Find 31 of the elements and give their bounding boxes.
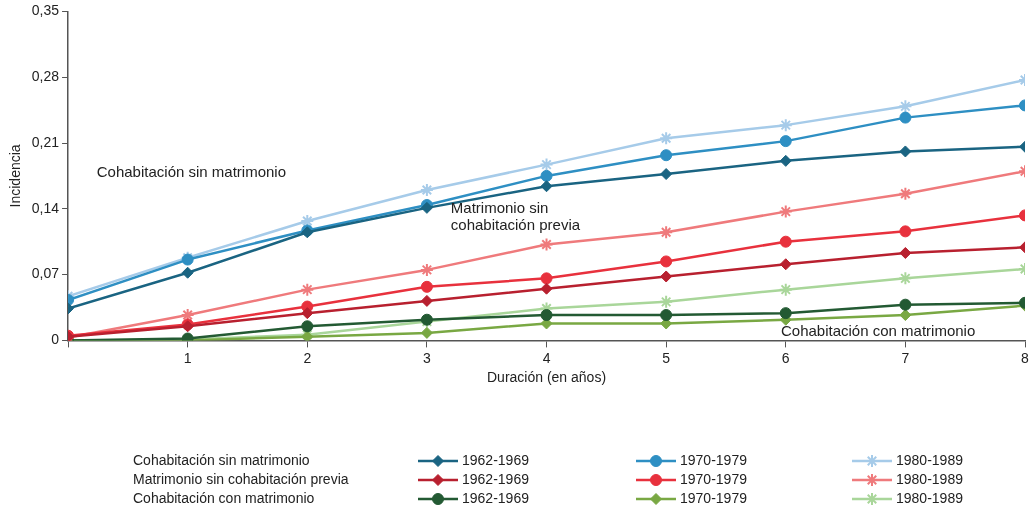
- legend-label: 1962-1969: [462, 451, 530, 468]
- x-tick-label: 7: [901, 349, 910, 366]
- y-tick-label: 0,35: [31, 2, 60, 19]
- annotation: Cohabitación con matrimonio: [780, 322, 976, 340]
- legend-label: 1980-1989: [896, 451, 964, 468]
- x-tick-label: 2: [303, 349, 312, 366]
- legend-label: 1970-1979: [680, 451, 748, 468]
- y-tick-label: 0,14: [31, 199, 60, 216]
- annotation: Matrimonio sin cohabitación previa: [450, 198, 581, 233]
- y-tick-label: 0: [51, 331, 60, 348]
- legend-label: 1962-1969: [462, 470, 530, 487]
- annotation: Cohabitación sin matrimonio: [96, 162, 287, 180]
- x-tick-label: 4: [542, 349, 551, 366]
- text: Cohabitación sin matrimonio: [133, 451, 310, 468]
- y-axis-title: Incidencia: [7, 144, 24, 208]
- legend-label: 1962-1969: [462, 489, 530, 506]
- x-tick-label: 3: [423, 349, 432, 366]
- y-tick-label: 0,28: [31, 68, 60, 85]
- x-tick-label: 6: [781, 349, 790, 366]
- legend-label: 1970-1979: [680, 489, 748, 506]
- legend-label: 1970-1979: [680, 470, 748, 487]
- x-tick-label: 8: [1021, 349, 1030, 366]
- text: Cohabitación con matrimonio: [133, 489, 315, 506]
- x-tick-label: 5: [662, 349, 671, 366]
- x-axis-title: Duración (en años): [486, 369, 607, 386]
- text: Matrimonio sin cohabitación previa: [133, 470, 349, 487]
- legend-label: 1980-1989: [896, 470, 964, 487]
- x-tick-label: 1: [183, 349, 192, 366]
- legend-label: 1980-1989: [896, 489, 964, 506]
- y-tick-label: 0,21: [31, 133, 60, 150]
- y-tick-label: 0,07: [31, 265, 60, 282]
